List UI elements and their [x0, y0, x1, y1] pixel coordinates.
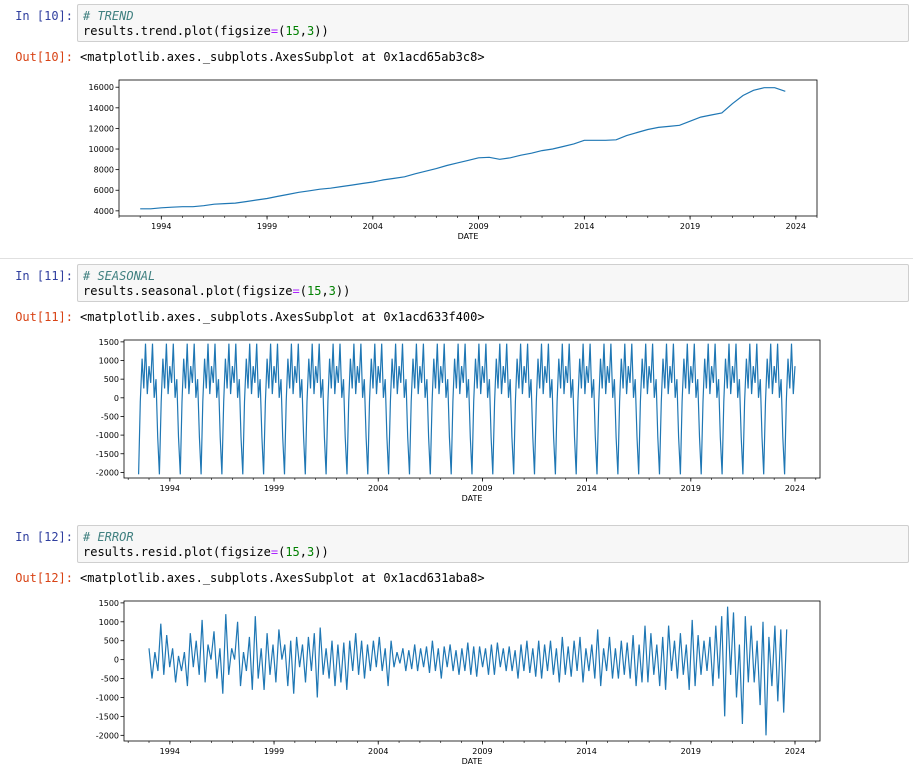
code-number: 3 — [307, 545, 315, 559]
x-axis-label: DATE — [458, 232, 479, 241]
code-comma: , — [299, 545, 307, 559]
axes-frame — [123, 339, 821, 479]
y-tick-label: -1000 — [96, 693, 119, 702]
series-line — [138, 343, 796, 475]
code-number: 3 — [328, 284, 336, 298]
error-chart: 1994 1999 2004 2009 2014 2019 2024 1500 1000 500 0… — [96, 599, 821, 766]
code-number: 15 — [285, 24, 300, 38]
code-paren: ( — [299, 284, 307, 298]
code-paren: )) — [335, 284, 351, 298]
out-text: <matplotlib.axes._subplots.AxesSubplot a… — [80, 310, 485, 324]
code-number: 15 — [285, 545, 300, 559]
code-comma: , — [299, 24, 307, 38]
code-paren: )) — [314, 24, 329, 38]
y-tick-label: 12000 — [89, 124, 114, 133]
seasonal-plot: 1994 1999 2004 2009 2014 2019 2024 1500 1000 500 0… — [80, 334, 825, 510]
code-paren: ( — [278, 545, 286, 559]
x-tick-label: 2004 — [368, 484, 388, 493]
code-input[interactable]: # ERROR results.resid.plot(figsize=(15,3… — [77, 525, 909, 563]
out-text: <matplotlib.axes._subplots.AxesSubplot a… — [80, 571, 485, 585]
code-number: 3 — [307, 24, 315, 38]
x-tick-label: 1994 — [151, 222, 171, 231]
y-tick-label: -1500 — [96, 712, 119, 721]
out-prompt: Out[10]: — [15, 50, 73, 64]
y-tick-label: 0 — [114, 656, 119, 665]
x-tick-label: 1999 — [264, 484, 284, 493]
y-tick-label: 1000 — [99, 618, 119, 627]
y-tick-label: -1000 — [96, 431, 119, 440]
y-tick-label: 1500 — [99, 599, 119, 608]
trend-plot: 1994 1999 2004 2009 2014 2019 2024 4000 6000 8000… — [80, 74, 820, 250]
code-operator: = — [270, 545, 279, 559]
y-tick-label: 6000 — [94, 186, 114, 195]
x-tick-label: 2024 — [786, 222, 806, 231]
out-prompt: Out[12]: — [15, 571, 73, 585]
x-tick-label: 2014 — [576, 484, 596, 493]
x-tick-label: 2024 — [785, 484, 805, 493]
in-prompt: In [11]: — [15, 269, 73, 283]
y-tick-label: 1000 — [99, 357, 119, 366]
code-comment: # SEASONAL — [83, 269, 156, 283]
x-tick-label: 2004 — [363, 222, 383, 231]
in-prompt: In [12]: — [15, 530, 73, 544]
code-comma: , — [321, 284, 329, 298]
code-number: 15 — [306, 284, 322, 298]
out-text: <matplotlib.axes._subplots.AxesSubplot a… — [80, 50, 485, 64]
x-tick-label: 1999 — [257, 222, 277, 231]
y-tick-label: -1500 — [96, 450, 119, 459]
axes-frame — [123, 600, 821, 742]
x-tick-label: 2009 — [468, 222, 488, 231]
x-tick-label: 1994 — [160, 747, 180, 756]
y-tick-label: 14000 — [89, 104, 114, 113]
x-tick-label: 2004 — [368, 747, 388, 756]
code-comment: # TREND — [83, 9, 134, 23]
x-tick-label: 1999 — [264, 747, 284, 756]
x-tick-label: 2019 — [681, 484, 701, 493]
code-input[interactable]: # SEASONAL results.seasonal.plot(figsize… — [77, 264, 909, 302]
y-tick-label: -2000 — [96, 731, 119, 740]
code-paren: ( — [278, 24, 286, 38]
code-input[interactable]: # TREND results.trend.plot(figsize=(15,3… — [77, 4, 909, 42]
seasonal-chart: 1994 1999 2004 2009 2014 2019 2024 1500 1000 500 0… — [96, 338, 821, 503]
code-call: results.trend.plot(figsize — [83, 24, 271, 38]
code-comment: # ERROR — [83, 530, 134, 544]
y-tick-label: 500 — [104, 375, 119, 384]
code-call: results.resid.plot(figsize — [83, 545, 271, 559]
code-paren: )) — [314, 545, 329, 559]
x-tick-label: 2014 — [574, 222, 594, 231]
y-tick-label: 16000 — [89, 83, 114, 92]
y-tick-label: 4000 — [94, 207, 114, 216]
y-tick-label: 500 — [104, 637, 119, 646]
x-tick-label: 2009 — [472, 747, 492, 756]
x-tick-label: 2014 — [576, 747, 596, 756]
x-tick-label: 2024 — [785, 747, 805, 756]
series-line — [140, 87, 786, 210]
x-axis-label: DATE — [462, 757, 483, 766]
code-operator: = — [292, 284, 300, 298]
cell-divider — [0, 258, 913, 259]
in-prompt: In [10]: — [15, 9, 73, 23]
code-call: results.seasonal.plot(figsize — [83, 284, 293, 298]
code-operator: = — [270, 24, 279, 38]
error-plot: 1994 1999 2004 2009 2014 2019 2024 1500 1000 500 0… — [80, 595, 825, 781]
y-tick-label: 0 — [114, 394, 119, 403]
x-axis-label: DATE — [462, 494, 483, 503]
trend-chart: 1994 1999 2004 2009 2014 2019 2024 4000 6000 8000… — [89, 79, 818, 241]
y-tick-label: -500 — [101, 412, 119, 421]
y-tick-label: 10000 — [89, 145, 114, 154]
out-prompt: Out[11]: — [15, 310, 73, 324]
y-tick-label: 1500 — [99, 338, 119, 347]
x-tick-label: 1994 — [160, 484, 180, 493]
y-tick-label: 8000 — [94, 166, 114, 175]
x-tick-label: 2019 — [681, 747, 701, 756]
y-tick-label: -2000 — [96, 468, 119, 477]
x-tick-label: 2009 — [472, 484, 492, 493]
axes-frame — [118, 79, 818, 217]
y-tick-label: -500 — [101, 675, 119, 684]
x-tick-label: 2019 — [680, 222, 700, 231]
series-line — [148, 606, 788, 736]
